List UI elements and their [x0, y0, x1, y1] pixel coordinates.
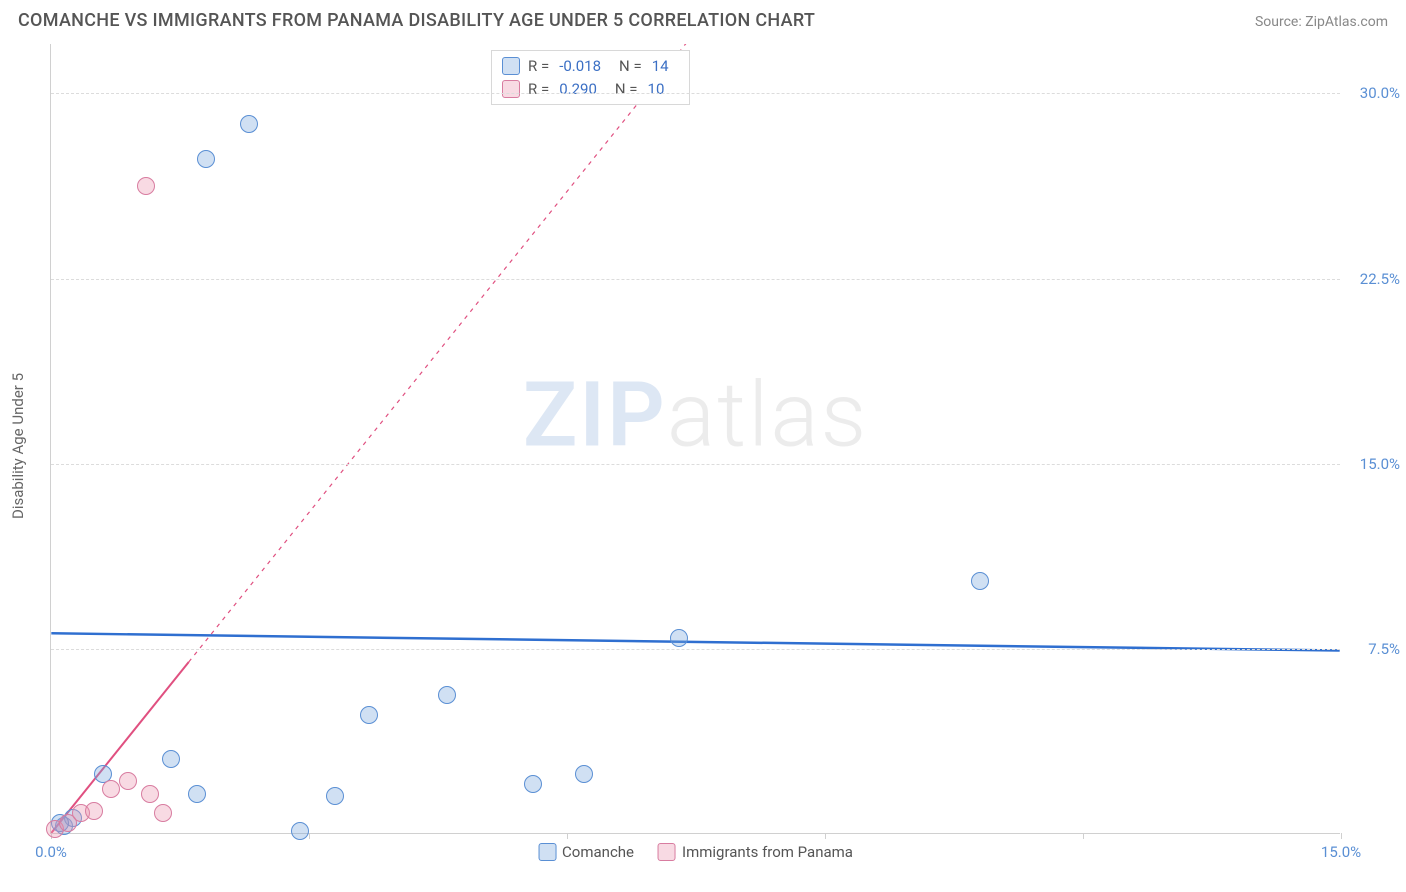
scatter-chart: ZIPatlas R =-0.018N =14R =0.290N =10 Com…	[50, 44, 1340, 834]
legend-swatch	[502, 57, 520, 75]
x-tick-label: 15.0%	[1321, 843, 1361, 861]
legend-row: R = -0.018 N = 14	[502, 55, 679, 78]
n-value: 14	[652, 55, 669, 78]
r-value: -0.018	[559, 55, 601, 78]
legend-swatch	[658, 843, 676, 861]
trend-lines-layer	[51, 44, 1340, 833]
r-value: 0.290	[559, 78, 597, 101]
data-point	[137, 177, 155, 195]
r-label: R =	[528, 55, 549, 78]
source-name: ZipAtlas.com	[1305, 14, 1388, 30]
x-tick	[825, 833, 826, 839]
x-tick	[309, 833, 310, 839]
data-point	[188, 785, 206, 803]
stats-legend: R = -0.018 N = 14 R = 0.290 N = 10	[491, 50, 690, 105]
r-label: R =	[528, 78, 549, 101]
gridline	[51, 279, 1340, 280]
x-tick	[567, 833, 568, 839]
n-value: 10	[648, 78, 665, 101]
data-point	[102, 780, 120, 798]
data-point	[154, 804, 172, 822]
watermark-atlas: atlas	[667, 362, 868, 467]
n-label: N =	[615, 78, 638, 101]
data-point	[971, 572, 989, 590]
gridline	[51, 93, 1340, 94]
data-point	[85, 802, 103, 820]
data-point	[360, 706, 378, 724]
y-axis-title: Disability Age Under 5	[9, 373, 27, 519]
chart-title: COMANCHE VS IMMIGRANTS FROM PANAMA DISAB…	[18, 10, 815, 31]
y-tick-label: 22.5%	[1345, 270, 1400, 288]
data-point	[141, 785, 159, 803]
legend-row: R = 0.290 N = 10	[502, 78, 679, 101]
data-point	[670, 629, 688, 647]
source-attribution: Source: ZipAtlas.com	[1255, 14, 1388, 30]
x-tick-label: 0.0%	[35, 843, 67, 861]
data-point	[326, 787, 344, 805]
gridline	[51, 464, 1340, 465]
y-tick-label: 15.0%	[1345, 455, 1400, 473]
data-point	[575, 765, 593, 783]
gridline	[51, 649, 1340, 650]
data-point	[291, 822, 309, 840]
data-point	[162, 750, 180, 768]
data-point	[524, 775, 542, 793]
data-point	[119, 772, 137, 790]
y-tick-label: 7.5%	[1345, 640, 1400, 658]
data-point	[438, 686, 456, 704]
legend-item: Comanche	[538, 843, 634, 861]
n-label: N =	[619, 55, 642, 78]
legend-label: Comanche	[562, 843, 634, 861]
x-tick	[1341, 833, 1342, 839]
legend-label: Immigrants from Panama	[682, 843, 853, 861]
watermark: ZIPatlas	[523, 362, 868, 467]
legend-item: Immigrants from Panama	[658, 843, 853, 861]
y-tick-label: 30.0%	[1345, 84, 1400, 102]
data-point	[197, 150, 215, 168]
x-tick	[1083, 833, 1084, 839]
chart-header: COMANCHE VS IMMIGRANTS FROM PANAMA DISAB…	[0, 0, 1406, 39]
legend-swatch	[502, 80, 520, 98]
data-point	[240, 115, 258, 133]
source-prefix: Source:	[1255, 14, 1305, 30]
legend-swatch	[538, 843, 556, 861]
series-legend: Comanche Immigrants from Panama	[538, 843, 853, 861]
watermark-zip: ZIP	[523, 362, 667, 467]
